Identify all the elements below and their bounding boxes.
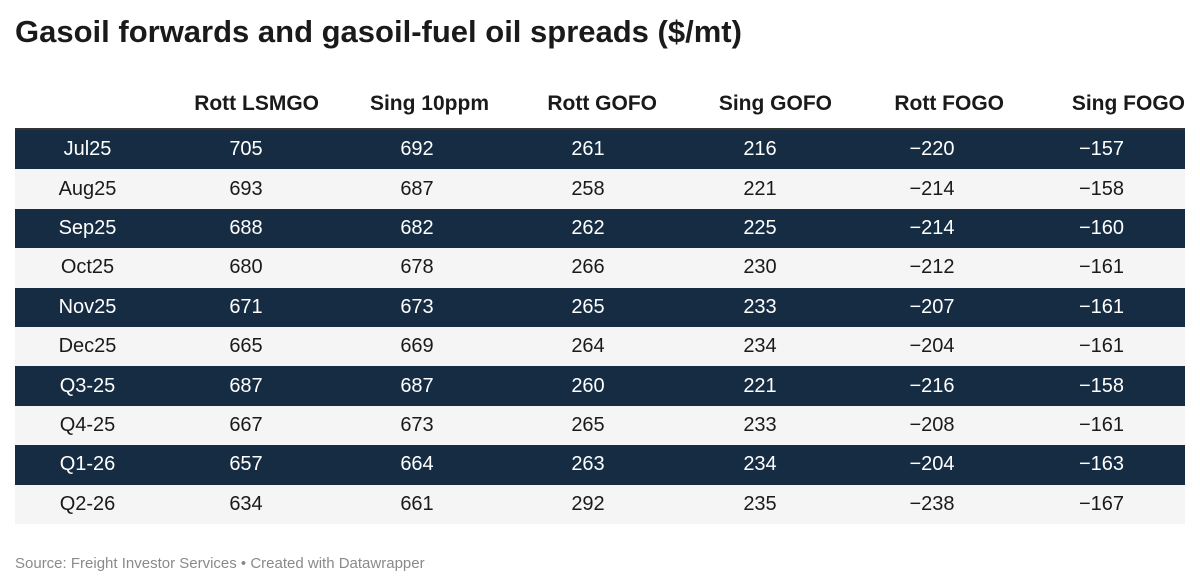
column-header: Sing FOGO	[1071, 92, 1185, 115]
table-cell: 692	[400, 138, 434, 161]
table-cell: 661	[400, 492, 434, 515]
row-label: Q2-26	[59, 492, 116, 515]
table-header-row: Rott LSMGO Sing 10ppm Rott GOFO Sing GOFO Ro…	[15, 80, 1185, 130]
column-header: Rott GOFO	[547, 92, 657, 115]
table-cell: 260	[571, 374, 605, 397]
table-cell: 693	[229, 177, 263, 200]
row-label: Q3-25	[59, 374, 116, 397]
table-cell: 669	[400, 335, 434, 358]
table-cell: −204	[909, 335, 955, 358]
column-header: Rott FOGO	[894, 92, 1004, 115]
table-cell: 266	[571, 256, 605, 279]
source-note: Source: Freight Investor Services • Crea…	[15, 555, 425, 572]
table-cell: 258	[571, 177, 605, 200]
table-cell: 264	[571, 335, 605, 358]
table-cell: −161	[1078, 413, 1125, 436]
table-cell: 221	[743, 374, 777, 397]
table-cell: 667	[229, 413, 263, 436]
table-cell: −207	[909, 295, 955, 318]
row-label: Q1-26	[59, 453, 116, 476]
table-cell: −163	[1078, 453, 1125, 476]
table-cell: 235	[743, 492, 777, 515]
table-cell: −214	[909, 177, 955, 200]
table-cell: −157	[1078, 138, 1125, 161]
row-label: Oct25	[60, 256, 115, 279]
table-cell: 705	[229, 138, 263, 161]
table-cell: 682	[400, 216, 434, 239]
table-row: Q4-25 667 673 265 233 −208 −161	[15, 405, 1185, 446]
table-cell: −161	[1078, 335, 1125, 358]
table-row: Dec25 665 669 264 234 −204 −161	[15, 326, 1185, 367]
table-cell: −208	[909, 413, 955, 436]
table-cell: 233	[743, 295, 777, 318]
table-cell: 678	[400, 256, 434, 279]
table-cell: 261	[571, 138, 605, 161]
table-cell: 657	[229, 453, 263, 476]
table-row: Oct25 680 678 266 230 −212 −161	[15, 248, 1185, 288]
table-cell: 216	[743, 138, 777, 161]
table-cell: −158	[1078, 177, 1125, 200]
table-row: Q1-26 657 664 263 234 −204 −163	[15, 445, 1185, 485]
table-cell: −161	[1078, 256, 1125, 279]
column-header: Rott LSMGO	[194, 92, 319, 115]
table-cell: −167	[1078, 492, 1125, 515]
table-cell: 234	[743, 335, 777, 358]
table-cell: 680	[229, 256, 263, 279]
table-row: Nov25 671 673 265 233 −207 −161	[15, 287, 1185, 327]
table-cell: 664	[400, 453, 434, 476]
table-cell: 221	[743, 177, 777, 200]
table-cell: 263	[571, 453, 605, 476]
table-cell: −160	[1078, 216, 1125, 239]
table-cell: 634	[229, 492, 263, 515]
row-label: Q4-25	[59, 413, 116, 436]
column-header: Sing 10ppm	[369, 92, 489, 115]
table-cell: 687	[229, 374, 263, 397]
table-row: Jul25 705 692 261 216 −220 −157	[15, 130, 1185, 170]
table-cell: 225	[743, 216, 777, 239]
table-cell: 233	[743, 413, 777, 436]
row-label: Dec25	[58, 335, 117, 358]
table-cell: 230	[743, 256, 777, 279]
table-cell: −158	[1078, 374, 1125, 397]
table-cell: 265	[571, 295, 605, 318]
table-cell: 673	[400, 295, 434, 318]
row-label: Aug25	[58, 177, 117, 200]
table-row: Q3-25 687 687 260 221 −216 −158	[15, 366, 1185, 406]
table-cell: −204	[909, 453, 955, 476]
table-body: Jul25 705 692 261 216 −220 −157 Aug25 693 687 258 2…	[15, 130, 1185, 524]
table-cell: −220	[909, 138, 955, 161]
table-row: Aug25 693 687 258 221 −214 −158	[15, 169, 1185, 209]
data-table: Rott LSMGO Sing 10ppm Rott GOFO Sing GOFO Ro…	[15, 80, 1185, 524]
table-cell: 688	[229, 216, 263, 239]
table-cell: 673	[400, 413, 434, 436]
table-cell: 292	[571, 492, 605, 515]
table-cell: 234	[743, 453, 777, 476]
table-cell: 265	[571, 413, 605, 436]
column-header: Sing GOFO	[718, 92, 832, 115]
chart-title: Gasoil forwards and gasoil-fuel oil spre…	[15, 14, 742, 49]
table-cell: 687	[400, 177, 434, 200]
table-cell: 671	[229, 295, 263, 318]
table-cell: 262	[571, 216, 605, 239]
table-cell: 665	[229, 335, 263, 358]
table-cell: −212	[909, 256, 955, 279]
table-cell: −238	[909, 492, 955, 515]
table-cell: −216	[909, 374, 955, 397]
table-cell: −214	[909, 216, 955, 239]
row-label: Sep25	[58, 216, 117, 239]
row-label: Jul25	[63, 138, 112, 161]
row-label: Nov25	[58, 295, 117, 318]
table-row: Q2-26 634 661 292 235 −238 −167	[15, 484, 1185, 524]
table-cell: 687	[400, 374, 434, 397]
table-row: Sep25 688 682 262 225 −214 −160	[15, 208, 1185, 249]
table-cell: −161	[1078, 295, 1125, 318]
